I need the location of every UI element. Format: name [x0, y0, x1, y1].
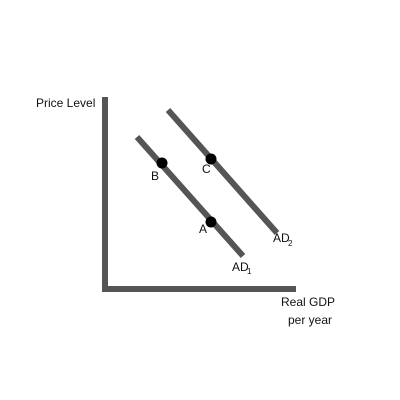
y-axis-label: Price Level	[36, 96, 95, 110]
point-a-marker	[205, 216, 217, 228]
point-a-label: A	[199, 222, 207, 236]
point-b-marker	[156, 157, 168, 169]
point-c-marker	[205, 153, 217, 165]
ad2-label-subscript: 2	[288, 239, 293, 248]
ad1-label-main: AD	[232, 260, 249, 274]
ad2-label-main: AD	[273, 231, 290, 245]
ad1-curve	[134, 135, 246, 258]
ad1-label: AD 1	[232, 260, 252, 276]
x-axis-label-line2: per year	[288, 313, 332, 327]
point-b-label: B	[151, 169, 159, 183]
ad2-curve	[165, 108, 280, 235]
ad1-label-subscript: 1	[247, 267, 252, 276]
ad2-label: AD 2	[273, 231, 293, 248]
x-axis-label-line1: Real GDP	[281, 295, 335, 309]
point-c-label: C	[202, 162, 211, 176]
